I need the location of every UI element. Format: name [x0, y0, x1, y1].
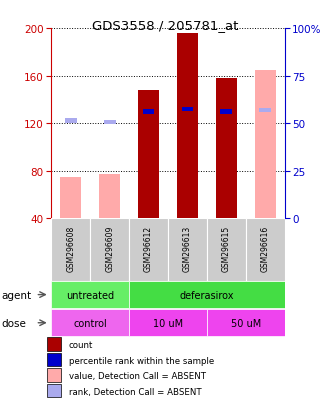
Text: GSM296608: GSM296608 [66, 225, 75, 272]
Text: GSM296609: GSM296609 [105, 225, 114, 272]
Bar [177, 33, 198, 219]
Bar [246, 219, 285, 281]
Bar [90, 219, 129, 281]
Bar [255, 71, 276, 219]
Text: percentile rank within the sample: percentile rank within the sample [69, 356, 214, 365]
Text: GSM296616: GSM296616 [261, 225, 270, 272]
Text: count: count [69, 340, 93, 349]
Bar [47, 337, 62, 351]
Text: GSM296612: GSM296612 [144, 225, 153, 272]
Bar [47, 353, 62, 366]
Text: GSM296613: GSM296613 [183, 225, 192, 272]
Bar [51, 309, 129, 337]
Bar [207, 219, 246, 281]
Text: 10 uM: 10 uM [153, 318, 183, 328]
Bar [181, 107, 193, 112]
Bar [220, 109, 232, 114]
Bar [51, 281, 129, 309]
Bar [47, 384, 62, 397]
Bar [207, 309, 285, 337]
Bar [168, 219, 207, 281]
Bar [47, 368, 62, 382]
Text: 50 uM: 50 uM [231, 318, 261, 328]
Bar [215, 79, 237, 219]
Text: dose: dose [2, 318, 26, 328]
Bar [129, 281, 285, 309]
Text: deferasirox: deferasirox [180, 290, 234, 300]
Bar [129, 219, 168, 281]
Bar [99, 175, 120, 219]
Bar [104, 120, 116, 125]
Bar [65, 119, 77, 124]
Text: untreated: untreated [66, 290, 114, 300]
Text: rank, Detection Call = ABSENT: rank, Detection Call = ABSENT [69, 387, 201, 396]
Text: value, Detection Call = ABSENT: value, Detection Call = ABSENT [69, 371, 206, 380]
Bar [138, 90, 159, 219]
Text: GDS3558 / 205781_at: GDS3558 / 205781_at [92, 19, 239, 31]
Text: GSM296615: GSM296615 [222, 225, 231, 272]
Text: agent: agent [2, 290, 32, 300]
Bar [143, 109, 155, 114]
Bar [60, 177, 81, 219]
Bar [51, 219, 90, 281]
Bar [129, 309, 207, 337]
Text: control: control [73, 318, 107, 328]
Bar [259, 109, 271, 113]
